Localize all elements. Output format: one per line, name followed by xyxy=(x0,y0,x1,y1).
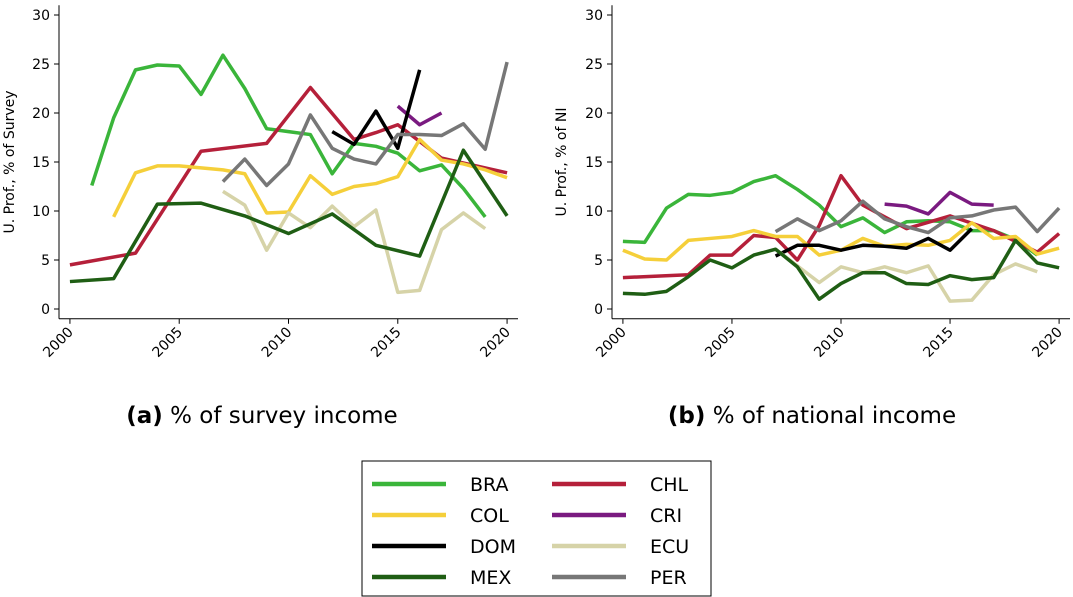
series-line xyxy=(774,227,974,258)
legend-label: COL xyxy=(470,505,509,527)
y-axis-label: U. Prof., % of NI xyxy=(554,108,570,217)
series-line xyxy=(622,238,1060,301)
y-tick-label: 30 xyxy=(585,8,603,24)
y-tick-label: 15 xyxy=(585,155,603,171)
series-line xyxy=(221,189,487,295)
legend-label: CHL xyxy=(650,474,689,496)
x-tick-label: 2020 xyxy=(1029,324,1066,361)
series-line xyxy=(884,190,994,216)
caption-label: (b) xyxy=(668,403,706,429)
x-tick-label: 2000 xyxy=(40,324,77,361)
series-line xyxy=(774,199,1061,235)
x-tick-label: 2000 xyxy=(593,324,630,361)
y-tick-label: 10 xyxy=(585,204,603,220)
y-tick-label: 5 xyxy=(41,253,50,269)
caption: (a) % of survey income xyxy=(126,403,397,429)
y-tick-label: 20 xyxy=(585,106,603,122)
caption: (b) % of national income xyxy=(668,403,956,429)
series-line xyxy=(112,137,508,218)
series-line xyxy=(221,61,509,188)
x-tick-label: 2010 xyxy=(259,324,296,361)
legend-label: CRI xyxy=(650,505,682,527)
series-line xyxy=(90,53,487,218)
caption-text: % of national income xyxy=(713,403,956,429)
x-tick-label: 2010 xyxy=(811,324,848,361)
y-tick-label: 30 xyxy=(32,8,50,24)
series-line xyxy=(622,173,1039,257)
legend-label: PER xyxy=(650,567,687,589)
y-axis-label: U. Prof., % of Survey xyxy=(2,90,18,233)
x-tick-label: 2015 xyxy=(368,324,405,361)
y-tick-label: 25 xyxy=(585,57,603,73)
legend-label: DOM xyxy=(470,536,516,558)
legend-label: ECU xyxy=(650,536,689,558)
y-tick-label: 25 xyxy=(32,57,50,73)
caption-label: (a) xyxy=(126,403,163,429)
series-line xyxy=(622,173,1061,280)
y-tick-label: 10 xyxy=(32,204,50,220)
series-line xyxy=(69,148,509,284)
x-tick-label: 2020 xyxy=(477,324,514,361)
x-tick-label: 2005 xyxy=(150,324,187,361)
y-tick-label: 5 xyxy=(594,253,603,269)
y-tick-label: 15 xyxy=(32,155,50,171)
y-tick-label: 0 xyxy=(594,302,603,318)
legend-label: MEX xyxy=(470,567,511,589)
caption-text: % of survey income xyxy=(170,403,398,429)
legend-label: BRA xyxy=(470,474,508,496)
series-line xyxy=(331,69,422,151)
y-tick-label: 20 xyxy=(32,106,50,122)
series-line xyxy=(396,104,443,127)
x-tick-label: 2005 xyxy=(702,324,739,361)
y-tick-label: 0 xyxy=(41,302,50,318)
x-tick-label: 2015 xyxy=(920,324,957,361)
